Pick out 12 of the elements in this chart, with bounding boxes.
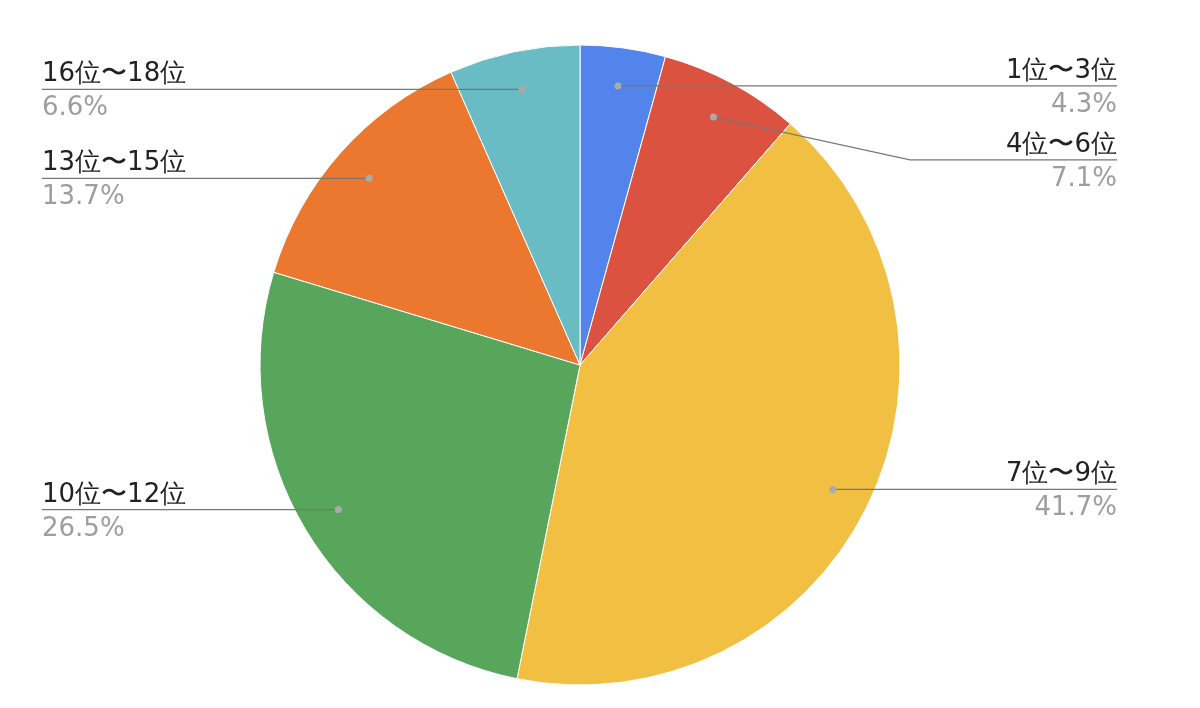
slice-label: 10位〜12位	[42, 477, 187, 508]
slice-label: 16位〜18位	[42, 57, 187, 88]
slice-label: 4位〜6位	[1005, 127, 1117, 158]
slice-label: 13位〜15位	[42, 146, 187, 177]
data-label: 4.3%	[1050, 87, 1117, 118]
data-label: 26.5%	[42, 511, 125, 542]
slice-label: 1位〜3位	[1005, 53, 1117, 84]
data-label: 41.7%	[1034, 491, 1117, 522]
data-label: 6.6%	[42, 91, 109, 122]
data-label: 7.1%	[1050, 161, 1117, 192]
slice-label: 7位〜9位	[1005, 457, 1117, 488]
data-label: 13.7%	[42, 180, 125, 211]
